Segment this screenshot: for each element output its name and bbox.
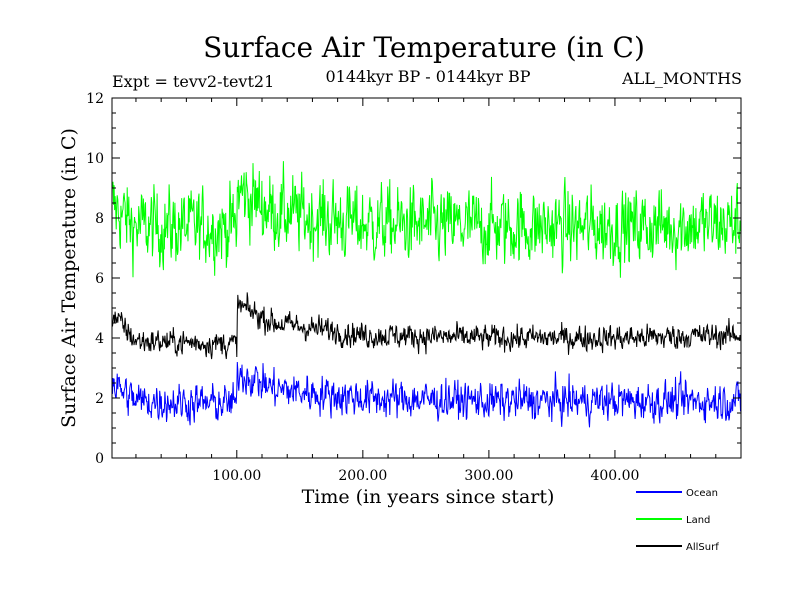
- y-axis-label: Surface Air Temperature (in C): [58, 128, 80, 428]
- series-line-allsurf: [111, 292, 742, 360]
- y-tick-label: 0: [95, 451, 104, 467]
- legend-label-allsurf: AllSurf: [686, 542, 719, 553]
- x-tick-label: 200.00: [338, 468, 387, 484]
- x-tick-label: 400.00: [590, 468, 639, 484]
- y-tick-label: 12: [86, 91, 104, 107]
- ticks-layer: 0 2 4 6 8 10 12 100.00 200.00 300.00 400.00: [86, 91, 741, 484]
- x-tick-label: 100.00: [212, 468, 261, 484]
- x-tick-label: 300.00: [464, 468, 513, 484]
- legend-label-ocean: Ocean: [686, 488, 718, 499]
- x-axis-label: Time (in years since start): [302, 486, 555, 508]
- months-label: ALL_MONTHS: [621, 69, 742, 88]
- legend-label-land: Land: [686, 515, 710, 526]
- y-tick-label: 10: [86, 151, 104, 167]
- series-line-ocean: [111, 361, 742, 428]
- y-tick-label: 2: [95, 391, 104, 407]
- period-label: 0144kyr BP - 0144kyr BP: [326, 67, 531, 86]
- legend: Ocean Land AllSurf: [636, 488, 719, 553]
- y-tick-label: 4: [95, 331, 104, 347]
- experiment-label: Expt = tevv2-tevt21: [112, 72, 274, 91]
- y-tick-label: 6: [95, 271, 104, 287]
- chart-title: Surface Air Temperature (in C): [203, 31, 645, 64]
- series-layer: [111, 161, 742, 428]
- series-line-land: [111, 161, 742, 278]
- y-tick-label: 8: [95, 211, 104, 227]
